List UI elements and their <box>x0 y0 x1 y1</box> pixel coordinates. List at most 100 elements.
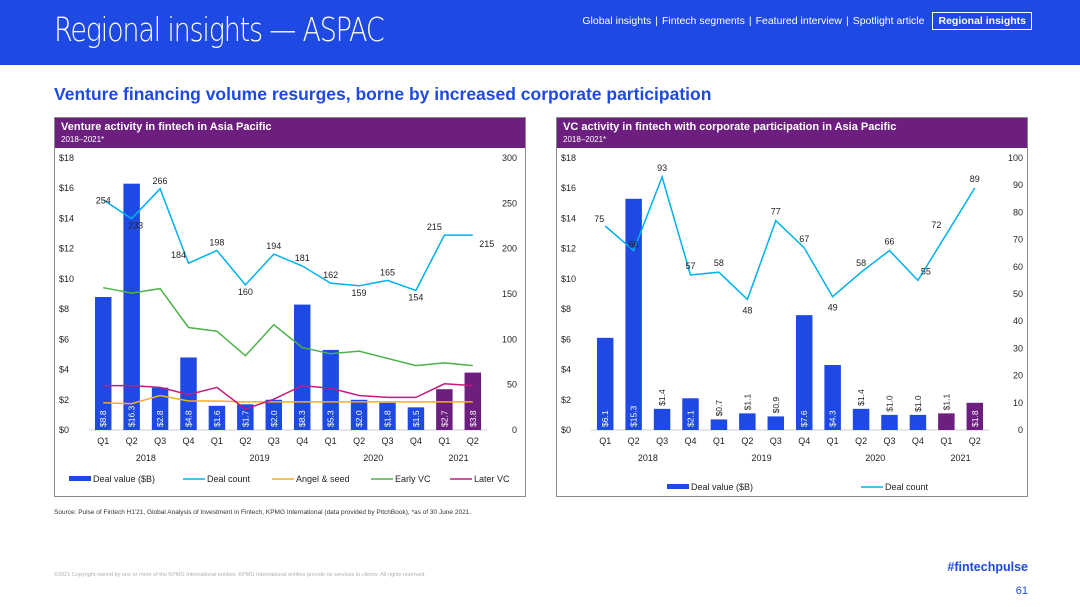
nav-featured-interview[interactable]: Featured interview <box>755 15 842 27</box>
y-right-tick-label: 250 <box>502 198 517 208</box>
x-tick-label: Q3 <box>883 436 895 446</box>
corporate-vc-chart-panel: VC activity in fintech with corporate pa… <box>556 117 1028 497</box>
nav-global-insights[interactable]: Global insights <box>582 15 652 27</box>
x-tick-label: Q4 <box>296 436 308 446</box>
deal-value-bar <box>682 398 699 430</box>
later-vc-line <box>103 383 473 410</box>
y-left-tick-label: $2 <box>561 395 571 405</box>
deal-value-bar <box>407 407 425 430</box>
legend-later-vc-label: Later VC <box>474 474 510 484</box>
deal-value-bar <box>180 357 197 430</box>
deal-count-label: 66 <box>629 239 639 249</box>
y-left-tick-label: $8 <box>561 304 571 314</box>
y-left-tick-label: $14 <box>59 213 74 223</box>
x-tick-label: Q2 <box>628 436 640 446</box>
hashtag-link[interactable]: #fintechpulse <box>947 560 1028 574</box>
angel-seed-line <box>103 394 473 405</box>
deal-value-bar <box>265 399 283 430</box>
deal-count-label: 72 <box>931 220 941 230</box>
deal-count-label: 184 <box>171 250 186 260</box>
y-left-tick-label: $18 <box>561 153 576 163</box>
legend-angel-seed-label: Angel & seed <box>296 474 350 484</box>
deal-count-label: 233 <box>128 221 143 231</box>
year-label: 2021 <box>449 453 469 463</box>
y-left-tick-label: $0 <box>561 425 571 435</box>
bar-value-label: $1.6 <box>212 410 222 427</box>
y-left-tick-label: $8 <box>59 304 69 314</box>
x-tick-label: Q1 <box>97 436 109 446</box>
legend-early-vc-label: Early VC <box>395 474 431 484</box>
x-tick-label: Q2 <box>126 436 138 446</box>
legend-swatch <box>667 484 689 489</box>
deal-value-bar <box>795 315 813 430</box>
venture-activity-chart-panel: Venture activity in fintech in Asia Paci… <box>54 117 526 497</box>
deal-value-bar <box>625 198 642 430</box>
nav-separator: | <box>748 15 752 27</box>
x-tick-label: Q4 <box>410 436 422 446</box>
bar-value-label: $3.8 <box>468 410 478 427</box>
deal-value-bar <box>938 413 955 430</box>
deal-count-label: 66 <box>884 236 894 246</box>
legend-deal-count-label: Deal count <box>885 482 929 492</box>
year-label: 2019 <box>250 453 270 463</box>
x-tick-label: Q1 <box>940 436 952 446</box>
source-note: Source: Pulse of Fintech H1'21, Global A… <box>54 509 472 516</box>
deal-count-label: 165 <box>380 267 395 277</box>
bar-value-label: $1.8 <box>970 410 980 427</box>
legend-deal-count-label: Deal count <box>207 474 251 484</box>
deal-value-bar <box>881 414 898 430</box>
deal-count-label: 93 <box>657 163 667 173</box>
x-tick-label: Q3 <box>154 436 166 446</box>
year-label: 2018 <box>136 453 156 463</box>
deal-value-bar <box>653 408 671 430</box>
deal-count-label: 266 <box>153 176 168 186</box>
deal-count-label: 254 <box>96 196 111 206</box>
y-left-tick-label: $4 <box>59 365 69 375</box>
year-label: 2021 <box>951 453 971 463</box>
bar-value-label: $7.6 <box>799 410 809 427</box>
y-right-tick-label: 50 <box>1013 289 1023 299</box>
x-tick-label: Q2 <box>467 436 479 446</box>
x-tick-label: Q4 <box>912 436 924 446</box>
x-tick-label: Q4 <box>684 436 696 446</box>
bar-value-label: $8.3 <box>297 410 307 427</box>
legend-deal-value-b-label: Deal value ($B) <box>691 482 753 492</box>
y-right-tick-label: 60 <box>1013 262 1023 272</box>
chart-title: VC activity in fintech with corporate pa… <box>563 121 897 133</box>
chart-subtitle: 2018–2021* <box>563 135 607 144</box>
nav-spotlight-article[interactable]: Spotlight article <box>852 15 925 27</box>
y-left-tick-label: $16 <box>59 183 74 193</box>
x-tick-label: Q3 <box>656 436 668 446</box>
page-number: 61 <box>1015 585 1028 597</box>
y-left-tick-label: $10 <box>59 274 74 284</box>
deal-count-label: 162 <box>323 270 338 280</box>
deal-count-label: 58 <box>856 258 866 268</box>
deal-count-label: 159 <box>352 288 367 298</box>
bar-value-label: $5.3 <box>326 410 336 427</box>
y-right-tick-label: 30 <box>1013 343 1023 353</box>
deal-value-bar <box>710 419 728 430</box>
nav-fintech-segments[interactable]: Fintech segments <box>661 15 745 27</box>
y-left-tick-label: $16 <box>561 183 576 193</box>
deal-count-label: 67 <box>799 234 809 244</box>
corporate-vc-chart: $0 $2 $4 $6 $8 $10 $12 $14 $16 $18 0 10 20 30 40 50 60 70… <box>561 153 1023 492</box>
y-right-tick-label: 300 <box>502 153 517 163</box>
deal-value-bar <box>852 408 870 430</box>
deal-value-bar <box>123 183 140 430</box>
x-tick-label: Q2 <box>239 436 251 446</box>
deal-value-bar <box>208 405 226 430</box>
x-tick-label: Q1 <box>713 436 725 446</box>
y-left-tick-label: $18 <box>59 153 74 163</box>
x-tick-label: Q2 <box>741 436 753 446</box>
deal-count-label: 55 <box>921 266 931 276</box>
bar-value-label: $4.8 <box>184 410 194 427</box>
y-right-tick-label: 100 <box>502 334 517 344</box>
y-right-tick-label: 100 <box>1008 153 1023 163</box>
chart-header: Venture activity in fintech in Asia Paci… <box>55 118 525 148</box>
y-left-tick-label: $6 <box>561 334 571 344</box>
bar-value-label: $1.7 <box>240 410 250 427</box>
nav-regional-insights[interactable]: Regional insights <box>932 12 1032 30</box>
deal-count-label: 58 <box>714 258 724 268</box>
x-tick-label: Q2 <box>353 436 365 446</box>
year-label: 2019 <box>752 453 772 463</box>
